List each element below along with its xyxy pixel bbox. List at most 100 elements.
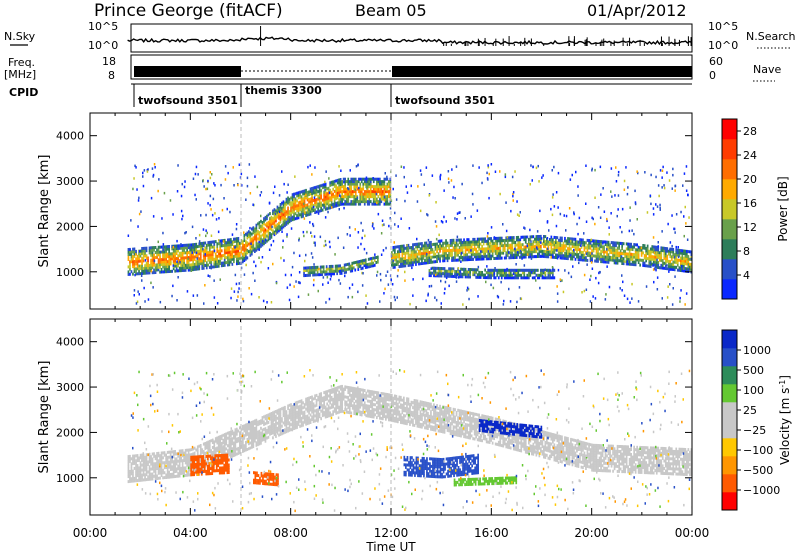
power-cell <box>314 208 316 212</box>
power-cell <box>461 255 464 259</box>
power-cell <box>532 250 535 254</box>
power-cell <box>334 269 337 273</box>
power-cell <box>454 241 457 245</box>
velocity-cell <box>127 475 130 479</box>
power-colorbar-tick-label: 4 <box>743 269 750 282</box>
power-cell <box>627 255 629 259</box>
velocity-cell <box>154 454 157 458</box>
power-cell <box>184 268 187 272</box>
power-cell <box>354 190 357 194</box>
power-cell <box>150 251 152 255</box>
velocity-cell <box>181 451 184 455</box>
power-cell <box>181 244 184 248</box>
power-cell <box>285 220 288 224</box>
velocity-cell <box>165 453 167 457</box>
power-cell <box>299 200 301 204</box>
power-cell <box>430 250 432 254</box>
power-cell <box>534 255 536 259</box>
power-cell <box>454 217 456 220</box>
power-cell <box>190 269 192 272</box>
power-cell <box>296 199 298 203</box>
power-cell <box>463 270 465 274</box>
power-cell <box>487 165 490 169</box>
power-cell <box>222 244 225 248</box>
velocity-cell <box>129 469 131 473</box>
power-cell <box>491 244 494 248</box>
velocity-cell <box>160 474 163 477</box>
y-tick-label: 3000 <box>56 175 84 188</box>
power-cell <box>652 207 655 210</box>
power-cell <box>506 273 509 277</box>
power-cell <box>405 185 407 188</box>
power-cell <box>574 237 577 241</box>
power-cell <box>425 244 428 247</box>
power-cell <box>142 256 145 260</box>
velocity-cell <box>174 457 176 461</box>
power-cell <box>337 236 339 240</box>
velocity-cell <box>165 476 167 479</box>
power-cell <box>686 249 688 253</box>
power-cell <box>379 181 381 185</box>
power-cell <box>272 239 275 243</box>
power-cell <box>267 235 270 239</box>
power-cell <box>278 214 280 218</box>
velocity-cell <box>171 465 173 469</box>
power-cell <box>576 255 578 259</box>
power-cell <box>439 257 441 261</box>
power-cell <box>332 202 334 206</box>
power-cell <box>359 200 362 204</box>
power-cell <box>165 257 167 261</box>
power-cell <box>541 252 544 256</box>
power-cell <box>636 218 638 221</box>
power-cell <box>590 238 593 242</box>
power-cell <box>487 164 489 167</box>
power-cell <box>445 246 447 250</box>
power-cell <box>683 172 686 175</box>
power-cell <box>440 267 443 270</box>
power-cell <box>303 194 306 198</box>
power-cell <box>344 182 346 186</box>
power-cell <box>433 269 435 273</box>
power-cell <box>336 201 339 205</box>
power-cell <box>547 273 550 277</box>
power-cell <box>133 270 136 273</box>
power-cell <box>172 262 175 266</box>
power-cell <box>130 270 133 274</box>
cpid-strip: CPID twofsound 3501 themis 3300 twofsoun… <box>9 83 692 107</box>
velocity-cell <box>138 468 140 472</box>
power-cell <box>372 185 375 189</box>
power-cell <box>409 246 411 250</box>
power-cell <box>163 270 165 274</box>
velocity-cell <box>157 451 160 455</box>
power-cell <box>464 243 467 247</box>
power-cell <box>655 263 658 267</box>
power-cell <box>401 247 404 251</box>
power-cell <box>511 238 514 242</box>
power-cell <box>313 263 315 266</box>
power-cell <box>637 261 640 264</box>
power-cell <box>571 242 574 246</box>
power-cell <box>360 221 362 225</box>
power-cell <box>270 243 272 247</box>
power-cell <box>445 220 447 223</box>
power-cell <box>663 256 666 260</box>
velocity-cell <box>145 468 148 472</box>
power-cell <box>627 186 629 189</box>
power-cell <box>428 256 431 259</box>
power-cell <box>612 246 614 250</box>
power-cell <box>598 240 601 243</box>
power-cell <box>399 250 402 253</box>
power-cell <box>159 263 161 267</box>
power-cell <box>180 244 182 248</box>
power-cell <box>568 249 571 253</box>
power-cell <box>473 270 476 274</box>
power-cell <box>503 241 506 245</box>
power-cell <box>548 229 550 232</box>
power-cell <box>191 225 194 229</box>
velocity-cell <box>127 480 130 484</box>
power-cell <box>440 239 443 243</box>
power-cell <box>567 249 569 253</box>
power-cell <box>245 245 247 249</box>
power-cell <box>425 241 428 245</box>
power-cell <box>219 249 222 253</box>
